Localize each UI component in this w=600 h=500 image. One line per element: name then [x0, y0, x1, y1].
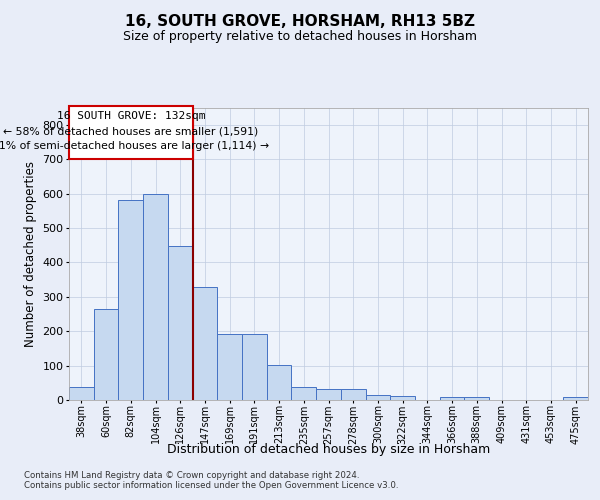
Bar: [217, 334, 242, 400]
Bar: [118, 200, 143, 400]
Bar: [193, 287, 217, 400]
Bar: [143, 194, 168, 400]
Text: Contains public sector information licensed under the Open Government Licence v3: Contains public sector information licen…: [24, 481, 398, 490]
Text: 16 SOUTH GROVE: 132sqm: 16 SOUTH GROVE: 132sqm: [56, 112, 205, 122]
Bar: [69, 387, 94, 400]
FancyBboxPatch shape: [69, 106, 193, 159]
Bar: [267, 364, 292, 400]
Text: ← 58% of detached houses are smaller (1,591): ← 58% of detached houses are smaller (1,…: [3, 126, 259, 136]
Bar: [168, 246, 193, 400]
Bar: [292, 387, 316, 400]
Bar: [365, 395, 390, 400]
Text: Contains HM Land Registry data © Crown copyright and database right 2024.: Contains HM Land Registry data © Crown c…: [24, 471, 359, 480]
Bar: [440, 397, 464, 400]
Bar: [464, 397, 489, 400]
Bar: [390, 396, 415, 400]
Bar: [242, 334, 267, 400]
Bar: [316, 388, 341, 400]
Bar: [341, 388, 365, 400]
Text: Size of property relative to detached houses in Horsham: Size of property relative to detached ho…: [123, 30, 477, 43]
Bar: [94, 310, 118, 400]
Text: 41% of semi-detached houses are larger (1,114) →: 41% of semi-detached houses are larger (…: [0, 142, 269, 152]
Text: 16, SOUTH GROVE, HORSHAM, RH13 5BZ: 16, SOUTH GROVE, HORSHAM, RH13 5BZ: [125, 14, 475, 29]
Y-axis label: Number of detached properties: Number of detached properties: [24, 161, 37, 347]
Text: Distribution of detached houses by size in Horsham: Distribution of detached houses by size …: [167, 442, 490, 456]
Bar: [563, 397, 588, 400]
